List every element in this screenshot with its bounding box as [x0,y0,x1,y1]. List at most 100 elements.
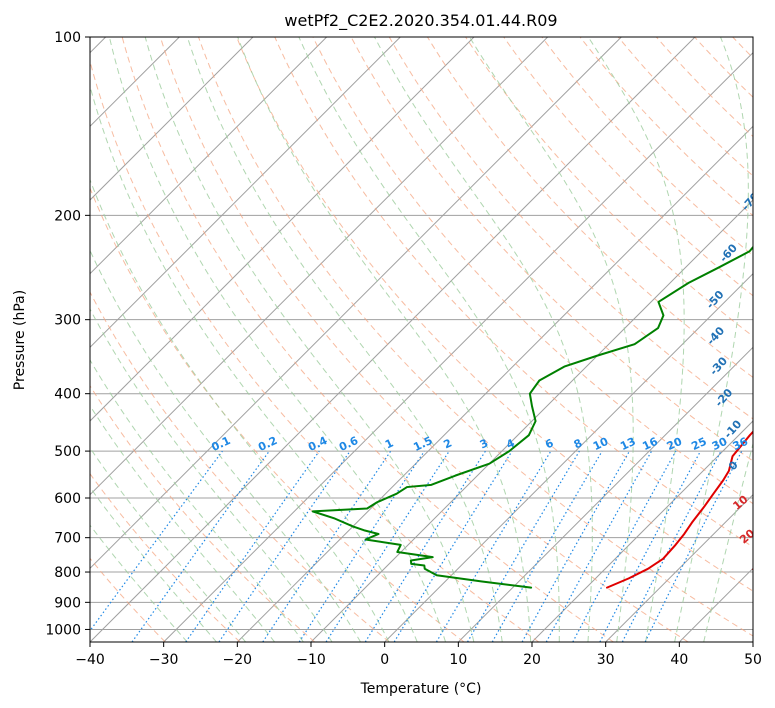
moist-adiabat-line [90,308,333,642]
y-tick-label: 800 [54,565,81,581]
mixing-ratio-label: 10 [591,435,611,453]
x-tick-label: −10 [296,652,326,668]
y-tick-label: 100 [54,30,81,46]
x-tick-label: 40 [670,652,688,668]
mixing-ratio-line [491,450,603,642]
x-tick-label: −30 [149,652,179,668]
pressure-gridlines [90,37,753,630]
isotherm-line [457,346,753,642]
y-tick-label: 1000 [45,622,81,638]
moist-adiabat-line [298,37,560,642]
moist-adiabat-line [90,404,276,642]
isotherm-line [90,37,328,275]
moist-adiabat-line [90,178,390,642]
y-tick-label: 500 [54,444,81,460]
y-tick-label: 200 [54,208,81,224]
moist-adiabat-line [90,486,217,642]
mixing-ratio-line [90,450,223,632]
mixing-ratio-line [572,450,677,642]
dry-adiabat-line [121,37,614,642]
mixing-ratio-label: 25 [689,435,708,453]
isotherm-line [384,272,753,642]
mixing-ratio-line [393,450,513,642]
moist-adiabat-line [144,37,475,642]
isotherm-line [90,37,254,201]
mixing-ratio-label: 16 [640,435,660,453]
moist-adiabat-line [674,37,749,642]
dry-adiabat-line [617,37,753,177]
x-tick-label: 0 [380,652,389,668]
moist-adiabat-line [587,37,685,642]
moist-adiabat-line [90,249,361,642]
dry-adiabat-lines [90,37,753,642]
x-axis-ticks: −40 −30 −20 −10 0 10 20 30 40 50 [75,642,762,668]
x-tick-label: 30 [597,652,615,668]
mixing-ratio-label: 13 [618,435,637,453]
dry-adiabat-label: 30 [750,558,770,578]
mixing-ratio-line [185,450,320,642]
x-tick-label: −40 [75,652,105,668]
mixing-ratio-line [466,450,580,642]
x-tick-label: −20 [223,652,253,668]
x-tick-label: 50 [744,652,762,668]
isotherm-line [163,51,753,642]
isotherm-line [310,199,753,642]
x-tick-label: 10 [449,652,467,668]
mixing-ratio-line [131,450,270,642]
isotherm-line [531,420,753,642]
dry-adiabat-line [90,186,465,642]
dry-adiabat-line [90,59,540,642]
temperature-profile [606,430,753,589]
y-axis-ticks: 100 200 300 400 500 600 700 800 900 1000 [45,30,90,638]
dry-adiabat-line [312,37,753,505]
mixing-ratio-label: 36 [731,435,751,453]
isotherm-line [90,37,401,349]
dry-adiabat-line [426,37,753,378]
moist-adiabat-line [186,37,503,642]
y-tick-label: 900 [54,595,81,611]
x-tick-label: 20 [523,652,541,668]
isotherm-line [605,493,753,642]
dewpoint-profile [311,245,753,589]
isotherm-line [90,37,622,570]
isotherm-line [90,37,549,496]
dry-adiabat-line [388,37,753,420]
moist-adiabat-line [108,37,447,642]
mixing-ratio-label: 20 [665,435,685,453]
mixing-ratio-line [545,450,653,642]
moist-adiabat-line [374,37,593,642]
moist-adiabat-line [703,441,753,642]
mixing-ratio-line [218,450,351,642]
mixing-ratio-label: 30 [710,435,730,453]
plot-frame [89,36,754,643]
chart-title: wetPf2_C2E2.2020.354.01.44.R09 [284,11,557,31]
plot-area: 0.10.20.40.611.52346810131620253036-100-… [90,37,770,642]
x-axis-label: Temperature (°C) [360,681,482,697]
moist-adiabat-line [90,447,247,642]
dry-adiabat-line [159,37,689,642]
mixing-ratio-line [521,450,631,642]
y-tick-label: 700 [54,531,81,547]
moist-adiabat-lines [90,37,753,642]
isotherm-line [236,125,753,642]
dry-adiabat-line [90,291,390,642]
dry-adiabat-line [236,37,753,592]
dry-adiabat-line [90,384,316,642]
mixing-ratio-line [364,450,486,642]
dry-adiabat-line [274,37,753,548]
y-tick-label: 300 [54,313,81,329]
moist-adiabat-line [90,524,188,642]
mixing-ratio-line [325,450,450,642]
y-tick-label: 600 [54,491,81,507]
dry-adiabat-line [503,37,753,297]
mixing-ratio-lines [90,450,743,642]
moist-adiabat-line [90,84,418,642]
profile-series [311,245,753,589]
mixing-ratio-line [435,450,552,642]
moist-adiabat-line [90,359,304,642]
dry-adiabat-line [198,37,753,637]
y-tick-label: 400 [54,387,81,403]
moist-adiabat-line [237,37,532,642]
